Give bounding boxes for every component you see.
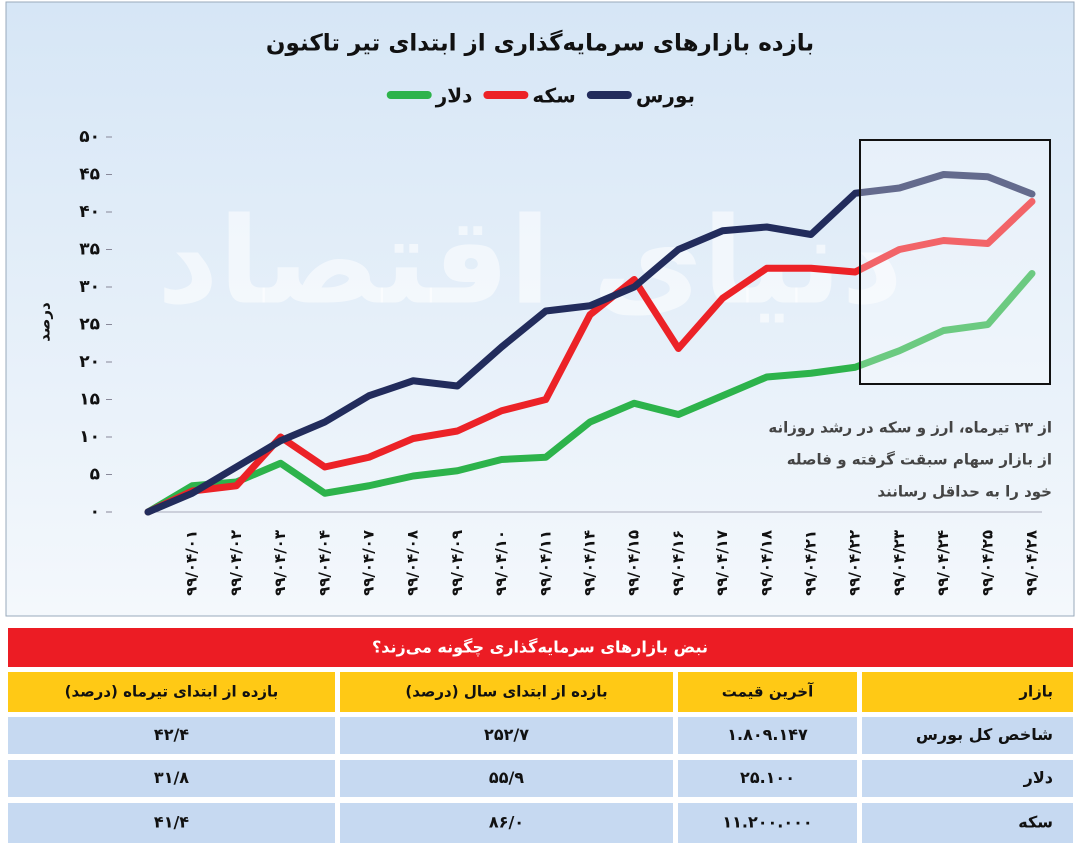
y-axis-label: درصد	[36, 302, 54, 342]
header-text: آخرین قیمت	[722, 683, 814, 701]
cell	[340, 717, 673, 754]
series-line	[144, 171, 1036, 516]
x-tick-label: ۹۹/۰۴/۱۴	[581, 530, 599, 596]
chart-title: بازده بازارهای سرمایه‌گذاری از ابتدای تی…	[266, 30, 814, 57]
annotation: از ۲۳ تیرماه، ارز و سکه در رشد روزانه	[768, 419, 1052, 437]
x-tick-label: ۹۹/۰۴/۰۱	[183, 530, 201, 596]
cell	[862, 760, 1073, 797]
x-tick-label: ۹۹/۰۴/۰۴	[315, 530, 333, 596]
cell	[678, 760, 857, 797]
cell-text: ۲۵.۱۰۰	[740, 768, 795, 787]
x-tick-label: ۹۹/۰۴/۱۵	[625, 530, 643, 596]
cell-text: دلار	[1023, 768, 1053, 787]
table-title: نبض بازارهای سرمایه‌گذاری چگونه می‌زند؟	[372, 638, 708, 658]
cell-text: سکه	[1018, 813, 1053, 832]
x-tick-label: ۹۹/۰۴/۱۰	[492, 530, 510, 596]
x-tick-label: ۹۹/۰۴/۲۳	[890, 530, 908, 596]
cell-text: ۵۵/۹	[489, 768, 524, 787]
cell	[8, 717, 335, 754]
cell-text: ۴۱/۴	[154, 813, 189, 832]
y-tick-label: ۳۰	[79, 277, 100, 297]
y-tick-label: ۰	[90, 502, 100, 522]
x-tick-label: ۹۹/۰۴/۰۷	[360, 530, 378, 596]
x-tick-label: ۹۹/۰۴/۰۳	[271, 530, 289, 596]
annotation: خود را به حداقل رسانند	[877, 483, 1052, 501]
watermark: دنیای اقتصاد	[157, 193, 903, 332]
x-tick-label: ۹۹/۰۴/۲۲	[846, 530, 864, 596]
cell-text: ۴۲/۴	[154, 725, 189, 744]
x-tick-label: ۹۹/۰۴/۱۸	[757, 530, 775, 596]
y-tick-label: ۱۵	[79, 390, 100, 410]
y-tick-label: ۵۰	[79, 127, 100, 147]
header-text: بازار	[1018, 683, 1053, 701]
y-tick-label: ۱۰	[79, 427, 100, 447]
cell	[862, 717, 1073, 754]
x-tick-label: ۹۹/۰۴/۲۱	[802, 530, 820, 596]
x-tick-label: ۹۹/۰۴/۰۸	[404, 530, 422, 596]
header-cell	[8, 672, 335, 712]
y-tick-label: ۳۵	[79, 240, 100, 260]
header-cell	[678, 672, 857, 712]
header-text: بازده از ابتدای تیرماه (درصد)	[65, 683, 279, 701]
header-text: بازده از ابتدای سال (درصد)	[405, 683, 607, 701]
y-tick-label: ۴۵	[79, 165, 100, 185]
cell	[8, 760, 335, 797]
legend-label: بورس	[636, 84, 695, 108]
cell-text: ۳۱/۸	[154, 768, 189, 787]
x-tick-label: ۹۹/۰۴/۲۴	[934, 530, 952, 596]
cell	[678, 717, 857, 754]
y-tick-label: ۴۰	[79, 202, 100, 222]
legend-label: سکه	[532, 84, 575, 108]
x-tick-label: ۹۹/۰۴/۲۸	[1023, 530, 1041, 596]
highlight-box	[859, 139, 1051, 385]
header-cell	[340, 672, 673, 712]
chart-panel	[5, 1, 1075, 617]
table-title-bar	[8, 628, 1073, 667]
cell-text: ۱.۸۰۹.۱۴۷	[727, 725, 808, 744]
cell	[678, 803, 857, 843]
cell	[862, 803, 1073, 843]
cell-text: ۸۶/۰	[489, 813, 524, 832]
header-cell	[862, 672, 1073, 712]
cell-text: ۱۱.۲۰۰.۰۰۰	[722, 813, 812, 832]
x-tick-label: ۹۹/۰۴/۲۵	[978, 530, 996, 596]
annotation: از بازار سهام سبقت گرفته و فاصله	[787, 451, 1052, 469]
cell	[340, 803, 673, 843]
series-line	[144, 198, 1036, 516]
y-tick-label: ۵	[90, 465, 100, 485]
x-tick-label: ۹۹/۰۴/۱۶	[669, 530, 687, 596]
x-tick-label: ۹۹/۰۴/۱۷	[713, 530, 731, 596]
legend-label: دلار	[435, 84, 473, 108]
x-tick-label: ۹۹/۰۴/۰۲	[227, 530, 245, 596]
x-tick-label: ۹۹/۰۴/۱۱	[536, 530, 554, 596]
y-tick-label: ۲۰	[79, 352, 100, 372]
cell	[8, 803, 335, 843]
x-tick-label: ۹۹/۰۴/۰۹	[448, 530, 466, 596]
series-line	[144, 270, 1036, 516]
y-tick-label: ۲۵	[79, 315, 100, 335]
cell-text: شاخص کل بورس	[916, 725, 1053, 744]
cell	[340, 760, 673, 797]
cell-text: ۲۵۲/۷	[484, 725, 529, 744]
